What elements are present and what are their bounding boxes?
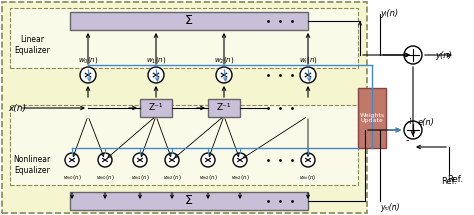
Bar	[70, 12, 308, 30]
Circle shape	[148, 67, 164, 83]
Text: $w_{n1}(n)$: $w_{n1}(n)$	[131, 174, 149, 183]
Text: Σ: Σ	[185, 195, 193, 207]
Text: $w_{n2}(n)$: $w_{n2}(n)$	[230, 174, 249, 183]
Bar	[10, 105, 358, 185]
Circle shape	[300, 67, 316, 83]
Bar	[208, 99, 240, 117]
Text: Z⁻¹: Z⁻¹	[149, 103, 163, 112]
Text: Nonlinear
Equalizer: Nonlinear Equalizer	[13, 155, 51, 175]
Bar	[10, 8, 358, 68]
Bar	[358, 88, 386, 148]
Circle shape	[65, 153, 79, 167]
Text: $w_1(n)$: $w_1(n)$	[146, 55, 166, 65]
Text: +: +	[406, 118, 413, 126]
Circle shape	[133, 153, 147, 167]
Text: $w_{ni}(n)$: $w_{ni}(n)$	[299, 174, 317, 183]
Circle shape	[301, 153, 315, 167]
Text: $w_i(n)$: $w_i(n)$	[299, 55, 317, 65]
Text: yₙₗ(n): yₙₗ(n)	[380, 203, 400, 212]
Text: Z⁻¹: Z⁻¹	[217, 103, 231, 112]
Text: $w_0(n)$: $w_0(n)$	[78, 55, 98, 65]
Text: Ref.: Ref.	[447, 175, 463, 184]
Text: $w_{n0}(n)$: $w_{n0}(n)$	[96, 174, 114, 183]
Bar	[2, 2, 367, 213]
Text: yₗ(n): yₗ(n)	[380, 9, 398, 17]
Circle shape	[98, 153, 112, 167]
Circle shape	[216, 67, 232, 83]
Text: Ref.: Ref.	[441, 178, 457, 186]
Bar	[70, 192, 308, 210]
Text: $w_{n2}(n)$: $w_{n2}(n)$	[163, 174, 182, 183]
Circle shape	[201, 153, 215, 167]
Text: Linear
Equalizer: Linear Equalizer	[14, 35, 50, 55]
Text: Weights
Update: Weights Update	[359, 113, 384, 123]
Circle shape	[165, 153, 179, 167]
Circle shape	[404, 46, 422, 64]
Text: $w_2(n)$: $w_2(n)$	[214, 55, 234, 65]
Text: e(n): e(n)	[418, 118, 435, 126]
Text: y(n): y(n)	[435, 51, 452, 60]
Circle shape	[233, 153, 247, 167]
Text: -: -	[406, 135, 410, 145]
Circle shape	[404, 121, 422, 139]
Text: x(n): x(n)	[8, 103, 26, 112]
Text: $w_{n2}(n)$: $w_{n2}(n)$	[199, 174, 218, 183]
Text: Σ: Σ	[185, 14, 193, 28]
Bar	[140, 99, 172, 117]
Circle shape	[80, 67, 96, 83]
Text: $w_{n0}(n)$: $w_{n0}(n)$	[63, 174, 82, 183]
